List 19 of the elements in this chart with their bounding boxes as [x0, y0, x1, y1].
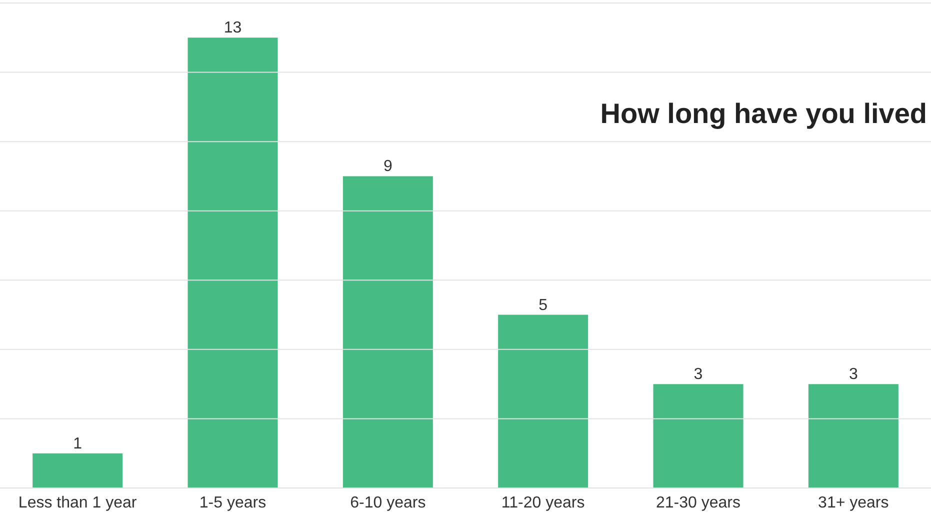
x-tick-label: 6-10 years — [350, 494, 426, 512]
data-label: 9 — [383, 158, 392, 176]
bar — [32, 453, 123, 488]
bar — [808, 384, 898, 488]
x-tick-label: 11-20 years — [501, 494, 585, 512]
bar — [342, 176, 433, 488]
bar — [188, 38, 278, 488]
x-tick-label: 1-5 years — [199, 494, 266, 512]
data-label: 3 — [694, 366, 703, 384]
bar — [653, 384, 744, 488]
x-tick-label: Less than 1 year — [18, 494, 138, 512]
text: How long have you lived — [600, 98, 927, 130]
data-label: 5 — [538, 296, 548, 314]
bar — [498, 314, 588, 488]
x-tick-label: 31+ years — [818, 494, 889, 512]
x-tick-label: 21-30 years — [656, 494, 740, 512]
data-label: 3 — [848, 366, 858, 384]
data-label: 1 — [73, 435, 82, 452]
data-label: 13 — [224, 20, 242, 37]
